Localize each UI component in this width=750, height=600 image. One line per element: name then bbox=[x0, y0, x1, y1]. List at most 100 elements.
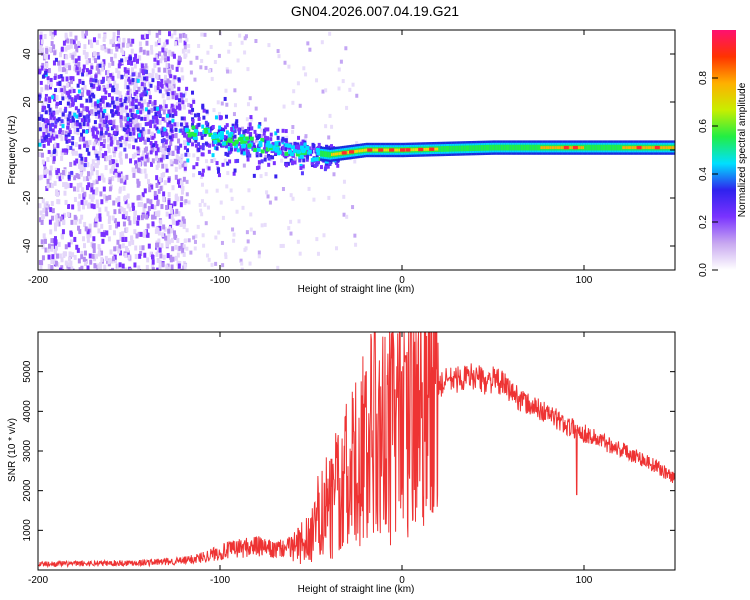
heatmap-cell bbox=[146, 198, 150, 204]
heatmap-cell bbox=[65, 76, 69, 82]
heatmap-cell bbox=[86, 229, 90, 235]
heatmap-cell bbox=[476, 145, 479, 151]
heatmap-cell bbox=[129, 78, 133, 84]
heatmap-cell bbox=[365, 148, 368, 152]
heatmap-cell bbox=[127, 127, 131, 133]
heatmap-cell bbox=[51, 254, 55, 260]
heatmap-cell bbox=[306, 41, 310, 46]
heatmap-cell bbox=[85, 140, 89, 146]
heatmap-cell bbox=[246, 239, 250, 244]
heatmap-cell bbox=[101, 45, 105, 51]
heatmap-cell bbox=[116, 100, 120, 106]
heatmap-cell bbox=[143, 117, 147, 122]
heatmap-cell bbox=[139, 245, 143, 251]
snr-y-tick-label: 1000 bbox=[22, 519, 33, 542]
heatmap-cell bbox=[120, 110, 124, 116]
heatmap-cell bbox=[81, 68, 85, 73]
heatmap-cell bbox=[180, 196, 184, 202]
heatmap-cell bbox=[246, 67, 250, 72]
heatmap-cell bbox=[257, 254, 261, 259]
heatmap-cell bbox=[227, 49, 231, 54]
heatmap-cell bbox=[523, 144, 526, 151]
heatmap-cell bbox=[213, 140, 218, 145]
heatmap-cell bbox=[60, 136, 64, 142]
heatmap-cell bbox=[554, 146, 557, 150]
heatmap-cell bbox=[82, 64, 86, 70]
heatmap-cell bbox=[135, 96, 139, 102]
heatmap-cell bbox=[305, 154, 309, 159]
heatmap-cell bbox=[198, 145, 202, 150]
heatmap-cell bbox=[115, 223, 119, 229]
heatmap-cell bbox=[246, 129, 250, 134]
heatmap-cell bbox=[217, 167, 221, 172]
heatmap-cell bbox=[38, 49, 42, 55]
heatmap-cell bbox=[228, 42, 232, 47]
heatmap-cell bbox=[228, 159, 232, 164]
heatmap-cell bbox=[249, 227, 253, 232]
heatmap-cell bbox=[240, 261, 244, 266]
heatmap-cell bbox=[266, 127, 270, 132]
heatmap-cell bbox=[55, 253, 59, 259]
heatmap-cell bbox=[325, 151, 328, 158]
heatmap-cell bbox=[596, 144, 599, 151]
heatmap-cell bbox=[128, 88, 132, 94]
heatmap-cell bbox=[194, 138, 198, 143]
heatmap-cell bbox=[121, 50, 125, 56]
heatmap-cell bbox=[165, 115, 169, 121]
heatmap-cell bbox=[129, 133, 133, 139]
heatmap-cell bbox=[181, 48, 185, 54]
heatmap-cell bbox=[104, 130, 108, 135]
heatmap-cell bbox=[647, 146, 650, 150]
heatmap-cell bbox=[322, 233, 326, 238]
heatmap-cell bbox=[97, 113, 101, 119]
heatmap-cell bbox=[120, 58, 124, 63]
heatmap-cell bbox=[585, 144, 588, 151]
heatmap-cell bbox=[197, 122, 201, 127]
heatmap-cell bbox=[136, 182, 140, 188]
heatmap-cell bbox=[219, 200, 223, 205]
heatmap-cell bbox=[146, 157, 150, 163]
heatmap-cell bbox=[53, 236, 57, 242]
heatmap-cell bbox=[47, 133, 51, 138]
heatmap-cell bbox=[192, 173, 196, 178]
heatmap-cell bbox=[137, 115, 141, 120]
heatmap-cell bbox=[315, 237, 319, 242]
heatmap-cell bbox=[96, 103, 100, 108]
heatmap-cell bbox=[345, 105, 349, 110]
heatmap-cell bbox=[301, 164, 305, 169]
heatmap-cell bbox=[139, 68, 143, 74]
heatmap-cell bbox=[276, 49, 280, 54]
heatmap-cell bbox=[117, 248, 121, 254]
heatmap-cell bbox=[183, 166, 187, 171]
heatmap-cell bbox=[297, 219, 301, 224]
heatmap-cell bbox=[136, 127, 140, 132]
heatmap-cell bbox=[237, 141, 241, 146]
heatmap-cell bbox=[560, 146, 563, 150]
heatmap-cell bbox=[411, 148, 414, 152]
heatmap-cell bbox=[254, 106, 258, 111]
heatmap-cell bbox=[101, 153, 105, 159]
heatmap-cell bbox=[80, 92, 84, 98]
heatmap-cell bbox=[95, 153, 99, 158]
heatmap-cell bbox=[84, 226, 88, 232]
heatmap-cell bbox=[103, 87, 107, 92]
heatmap-cell bbox=[122, 37, 126, 43]
heatmap-cell bbox=[183, 133, 187, 138]
heatmap-cell bbox=[267, 153, 271, 158]
heatmap-cell bbox=[48, 96, 52, 101]
heatmap-cell bbox=[162, 99, 166, 105]
heatmap-cell bbox=[125, 211, 129, 217]
heatmap-cell bbox=[89, 259, 93, 265]
heatmap-cell bbox=[161, 147, 165, 153]
heatmap-cell bbox=[360, 149, 363, 153]
heatmap-cell bbox=[182, 218, 186, 224]
heatmap-cell bbox=[61, 130, 65, 136]
heatmap-cell bbox=[123, 196, 127, 202]
heatmap-cell bbox=[342, 179, 346, 184]
heatmap-cell bbox=[49, 151, 53, 157]
heatmap-x-tick-label: -200 bbox=[28, 275, 48, 286]
heatmap-cell bbox=[159, 219, 163, 225]
heatmap-cell bbox=[220, 101, 224, 106]
heatmap-cell bbox=[111, 256, 115, 262]
heatmap-cell bbox=[167, 135, 171, 141]
